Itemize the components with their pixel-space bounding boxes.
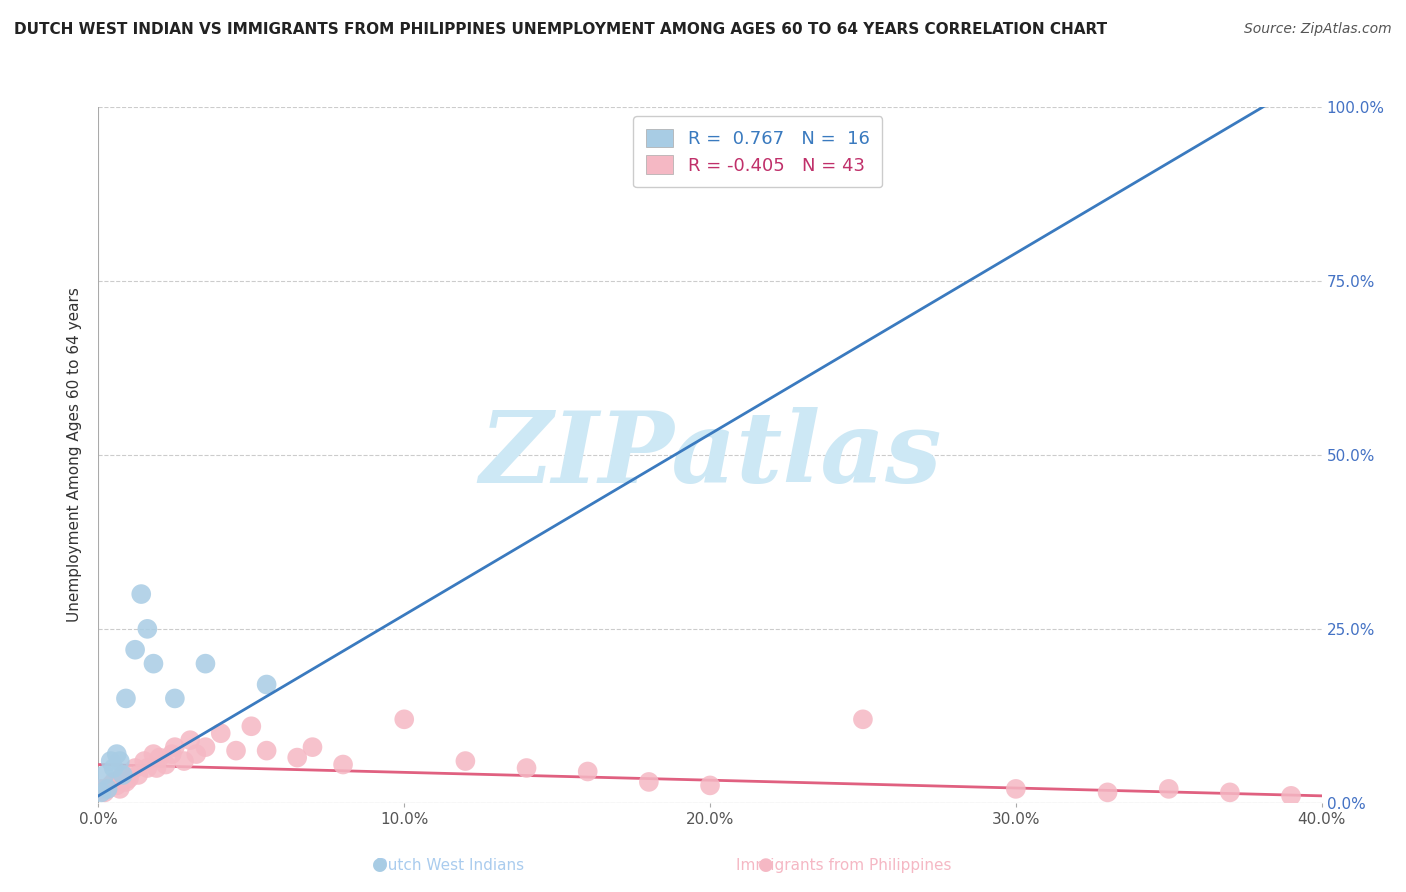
- Point: [332, 757, 354, 772]
- Point: [115, 775, 138, 789]
- Point: [124, 642, 146, 657]
- Point: [100, 778, 122, 792]
- Point: [100, 754, 122, 768]
- Point: [124, 761, 146, 775]
- Point: [93, 785, 115, 799]
- Point: [1157, 781, 1180, 796]
- Point: [576, 764, 599, 779]
- Point: [160, 747, 183, 761]
- Point: [127, 768, 149, 782]
- Point: [1219, 785, 1241, 799]
- Point: [209, 726, 232, 740]
- Point: [118, 772, 141, 786]
- Point: [97, 781, 120, 796]
- Point: [852, 712, 875, 726]
- Point: [90, 781, 112, 796]
- Point: [392, 712, 416, 726]
- Point: [136, 622, 159, 636]
- Point: [256, 677, 278, 691]
- Point: [145, 761, 167, 775]
- Point: [240, 719, 263, 733]
- Point: [516, 761, 538, 775]
- Point: [173, 754, 195, 768]
- Point: [97, 781, 120, 796]
- Point: [108, 754, 131, 768]
- Point: [186, 747, 208, 761]
- Point: [256, 744, 278, 758]
- Point: [194, 657, 217, 671]
- Text: Dutch West Indians: Dutch West Indians: [375, 858, 524, 872]
- Point: [194, 740, 217, 755]
- Point: [111, 768, 134, 782]
- Point: [103, 761, 125, 775]
- Point: [301, 740, 323, 755]
- Point: [142, 657, 165, 671]
- Legend: R =  0.767   N =  16, R = -0.405   N = 43: R = 0.767 N = 16, R = -0.405 N = 43: [634, 116, 882, 187]
- Point: [136, 761, 159, 775]
- Point: [149, 750, 172, 764]
- Text: ●: ●: [758, 855, 775, 873]
- Point: [111, 768, 134, 782]
- Point: [1279, 789, 1302, 803]
- Point: [142, 747, 165, 761]
- Text: Immigrants from Philippines: Immigrants from Philippines: [735, 858, 952, 872]
- Point: [105, 778, 128, 792]
- Point: [1004, 781, 1026, 796]
- Point: [225, 744, 247, 758]
- Point: [93, 768, 115, 782]
- Point: [163, 740, 186, 755]
- Point: [103, 775, 125, 789]
- Y-axis label: Unemployment Among Ages 60 to 64 years: Unemployment Among Ages 60 to 64 years: [67, 287, 83, 623]
- Point: [699, 778, 721, 792]
- Text: Source: ZipAtlas.com: Source: ZipAtlas.com: [1244, 22, 1392, 37]
- Text: DUTCH WEST INDIAN VS IMMIGRANTS FROM PHILIPPINES UNEMPLOYMENT AMONG AGES 60 TO 6: DUTCH WEST INDIAN VS IMMIGRANTS FROM PHI…: [14, 22, 1107, 37]
- Text: ●: ●: [371, 855, 388, 873]
- Point: [1097, 785, 1119, 799]
- Point: [637, 775, 661, 789]
- Point: [115, 691, 138, 706]
- Point: [155, 757, 177, 772]
- Point: [129, 587, 152, 601]
- Point: [90, 785, 112, 799]
- Point: [285, 750, 308, 764]
- Point: [108, 781, 131, 796]
- Point: [179, 733, 201, 747]
- Point: [105, 747, 128, 761]
- Point: [134, 754, 156, 768]
- Text: ZIPatlas: ZIPatlas: [479, 407, 941, 503]
- Point: [163, 691, 186, 706]
- Point: [454, 754, 477, 768]
